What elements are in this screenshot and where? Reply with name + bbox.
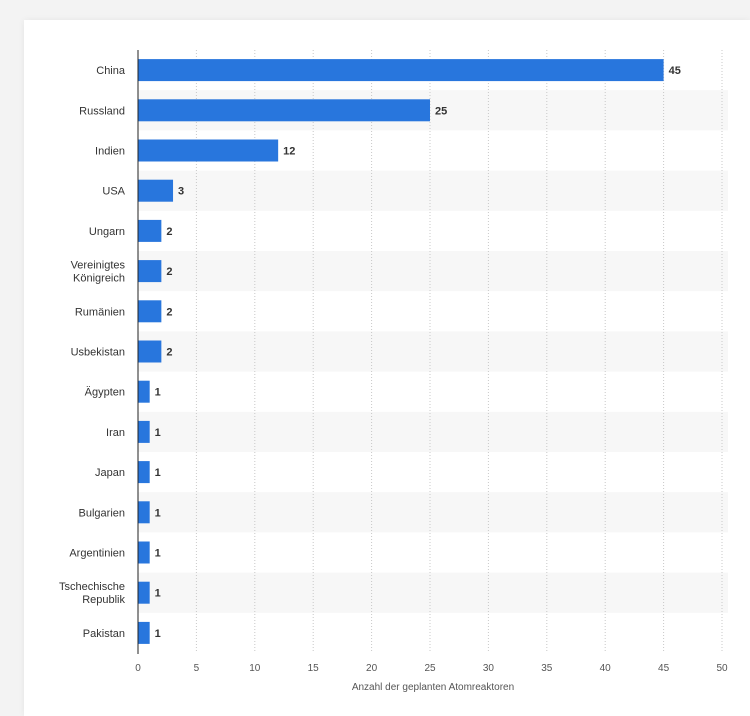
row-stripe [138,572,728,613]
category-labels: China Russland Indien USA Ungarn Vereinigtes K… [59,65,126,640]
bar [138,219,162,242]
value-label: 1 [155,548,161,560]
value-label: 2 [166,347,172,359]
x-axis-title: Anzahl der geplanten Atomreaktoren [352,682,514,693]
category-label: Argentinien [69,548,125,560]
category-label: Tschechische Republik [59,581,126,606]
value-label: 3 [178,186,184,198]
bar [138,99,430,122]
value-label: 25 [435,105,447,117]
x-tick-label: 5 [194,663,200,674]
x-tick-label: 0 [135,663,141,674]
category-label: Ungarn [89,226,125,238]
bar [138,139,279,162]
category-label: Indien [95,146,125,158]
value-label: 1 [155,628,161,640]
row-stripes [138,90,728,613]
x-tick-label: 15 [308,663,320,674]
bar [138,461,150,484]
value-label: 2 [166,306,172,318]
bar [138,340,162,363]
category-label: Pakistan [83,628,125,640]
value-label: 12 [283,146,295,158]
row-stripe [138,251,728,292]
category-label: Usbekistan [71,347,125,359]
x-tick-label: 20 [366,663,378,674]
value-label: 1 [155,588,161,600]
x-tick-label: 30 [483,663,495,674]
bars [138,59,664,644]
x-tick-label: 50 [716,663,728,674]
category-label: Ägypten [85,387,125,399]
value-label: 2 [166,226,172,238]
bar [138,420,150,443]
x-tick-label: 45 [658,663,670,674]
bar [138,541,150,564]
bar [138,380,150,403]
category-label: USA [102,186,125,198]
category-label: Japan [95,467,125,479]
bar [138,260,162,283]
bar [138,581,150,604]
category-label: Iran [106,427,125,439]
value-label: 1 [155,387,161,399]
value-label: 2 [166,266,172,278]
bar [138,501,150,524]
x-tick-label: 35 [541,663,553,674]
x-axis: 0 5 10 15 20 25 30 35 40 45 50 [135,50,728,674]
value-labels: 45 25 12 3 2 2 2 2 1 1 1 1 1 1 1 [155,65,681,640]
bar [138,59,664,82]
category-label: Rumänien [75,306,125,318]
category-label: China [96,65,126,77]
row-stripe [138,492,728,533]
bar [138,621,150,644]
x-tick-label: 10 [249,663,261,674]
bar [138,300,162,323]
row-stripe [138,331,728,372]
x-tick-label: 40 [600,663,612,674]
value-label: 1 [155,427,161,439]
category-label: Vereinigtes Königreich [71,260,126,285]
value-label: 45 [669,65,681,77]
x-tick-label: 25 [424,663,436,674]
row-stripe [138,411,728,452]
bar [138,179,174,202]
category-label: Bulgarien [79,507,125,519]
row-stripe [138,170,728,211]
value-label: 1 [155,467,161,479]
value-label: 1 [155,507,161,519]
category-label: Russland [79,105,125,117]
top-background-strip [0,0,750,20]
